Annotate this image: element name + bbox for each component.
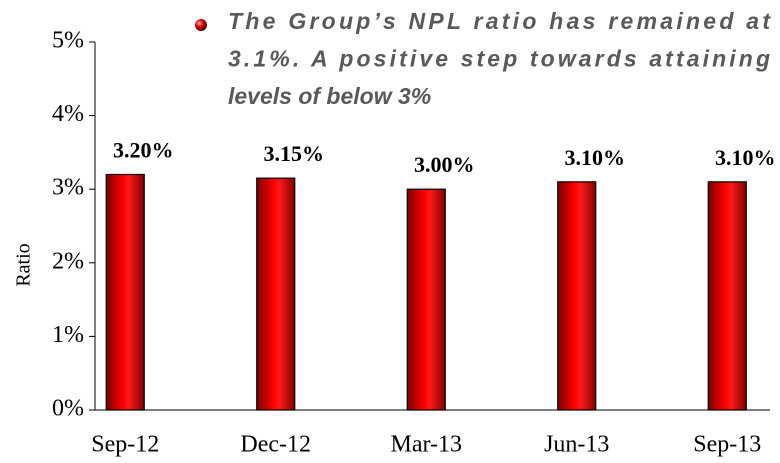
bullet bbox=[195, 19, 207, 31]
value-label: 3.15% bbox=[264, 141, 325, 166]
y-axis-label: Ratio bbox=[13, 243, 35, 286]
y-tick-label: 2% bbox=[52, 248, 84, 274]
annotation: 3.1%. A positive step towards attaining bbox=[228, 46, 770, 72]
annotation: The Group’s NPL ratio has remained at bbox=[228, 8, 771, 34]
y-tick-label: 1% bbox=[52, 322, 84, 348]
bar bbox=[406, 188, 446, 411]
y-tick-label: 0% bbox=[52, 396, 84, 422]
annotation: levels of below 3% bbox=[228, 83, 431, 109]
y-tick-label: 4% bbox=[52, 101, 84, 127]
bar bbox=[707, 181, 747, 411]
x-tick-label: Sep-13 bbox=[693, 432, 761, 458]
bar bbox=[256, 177, 296, 411]
bar bbox=[105, 173, 145, 411]
x-tick-label: Jun-13 bbox=[544, 432, 609, 458]
x-tick-label: Dec-12 bbox=[240, 432, 311, 458]
value-label: 3.00% bbox=[414, 152, 475, 177]
y-tick-label: 3% bbox=[52, 175, 84, 201]
bar bbox=[557, 181, 597, 411]
x-tick-label: Sep-12 bbox=[91, 432, 159, 458]
y-tick-label: 5% bbox=[52, 28, 84, 54]
value-label: 3.10% bbox=[715, 145, 776, 170]
value-label: 3.20% bbox=[113, 138, 174, 163]
value-label: 3.10% bbox=[565, 145, 626, 170]
x-tick-label: Mar-13 bbox=[391, 432, 463, 458]
